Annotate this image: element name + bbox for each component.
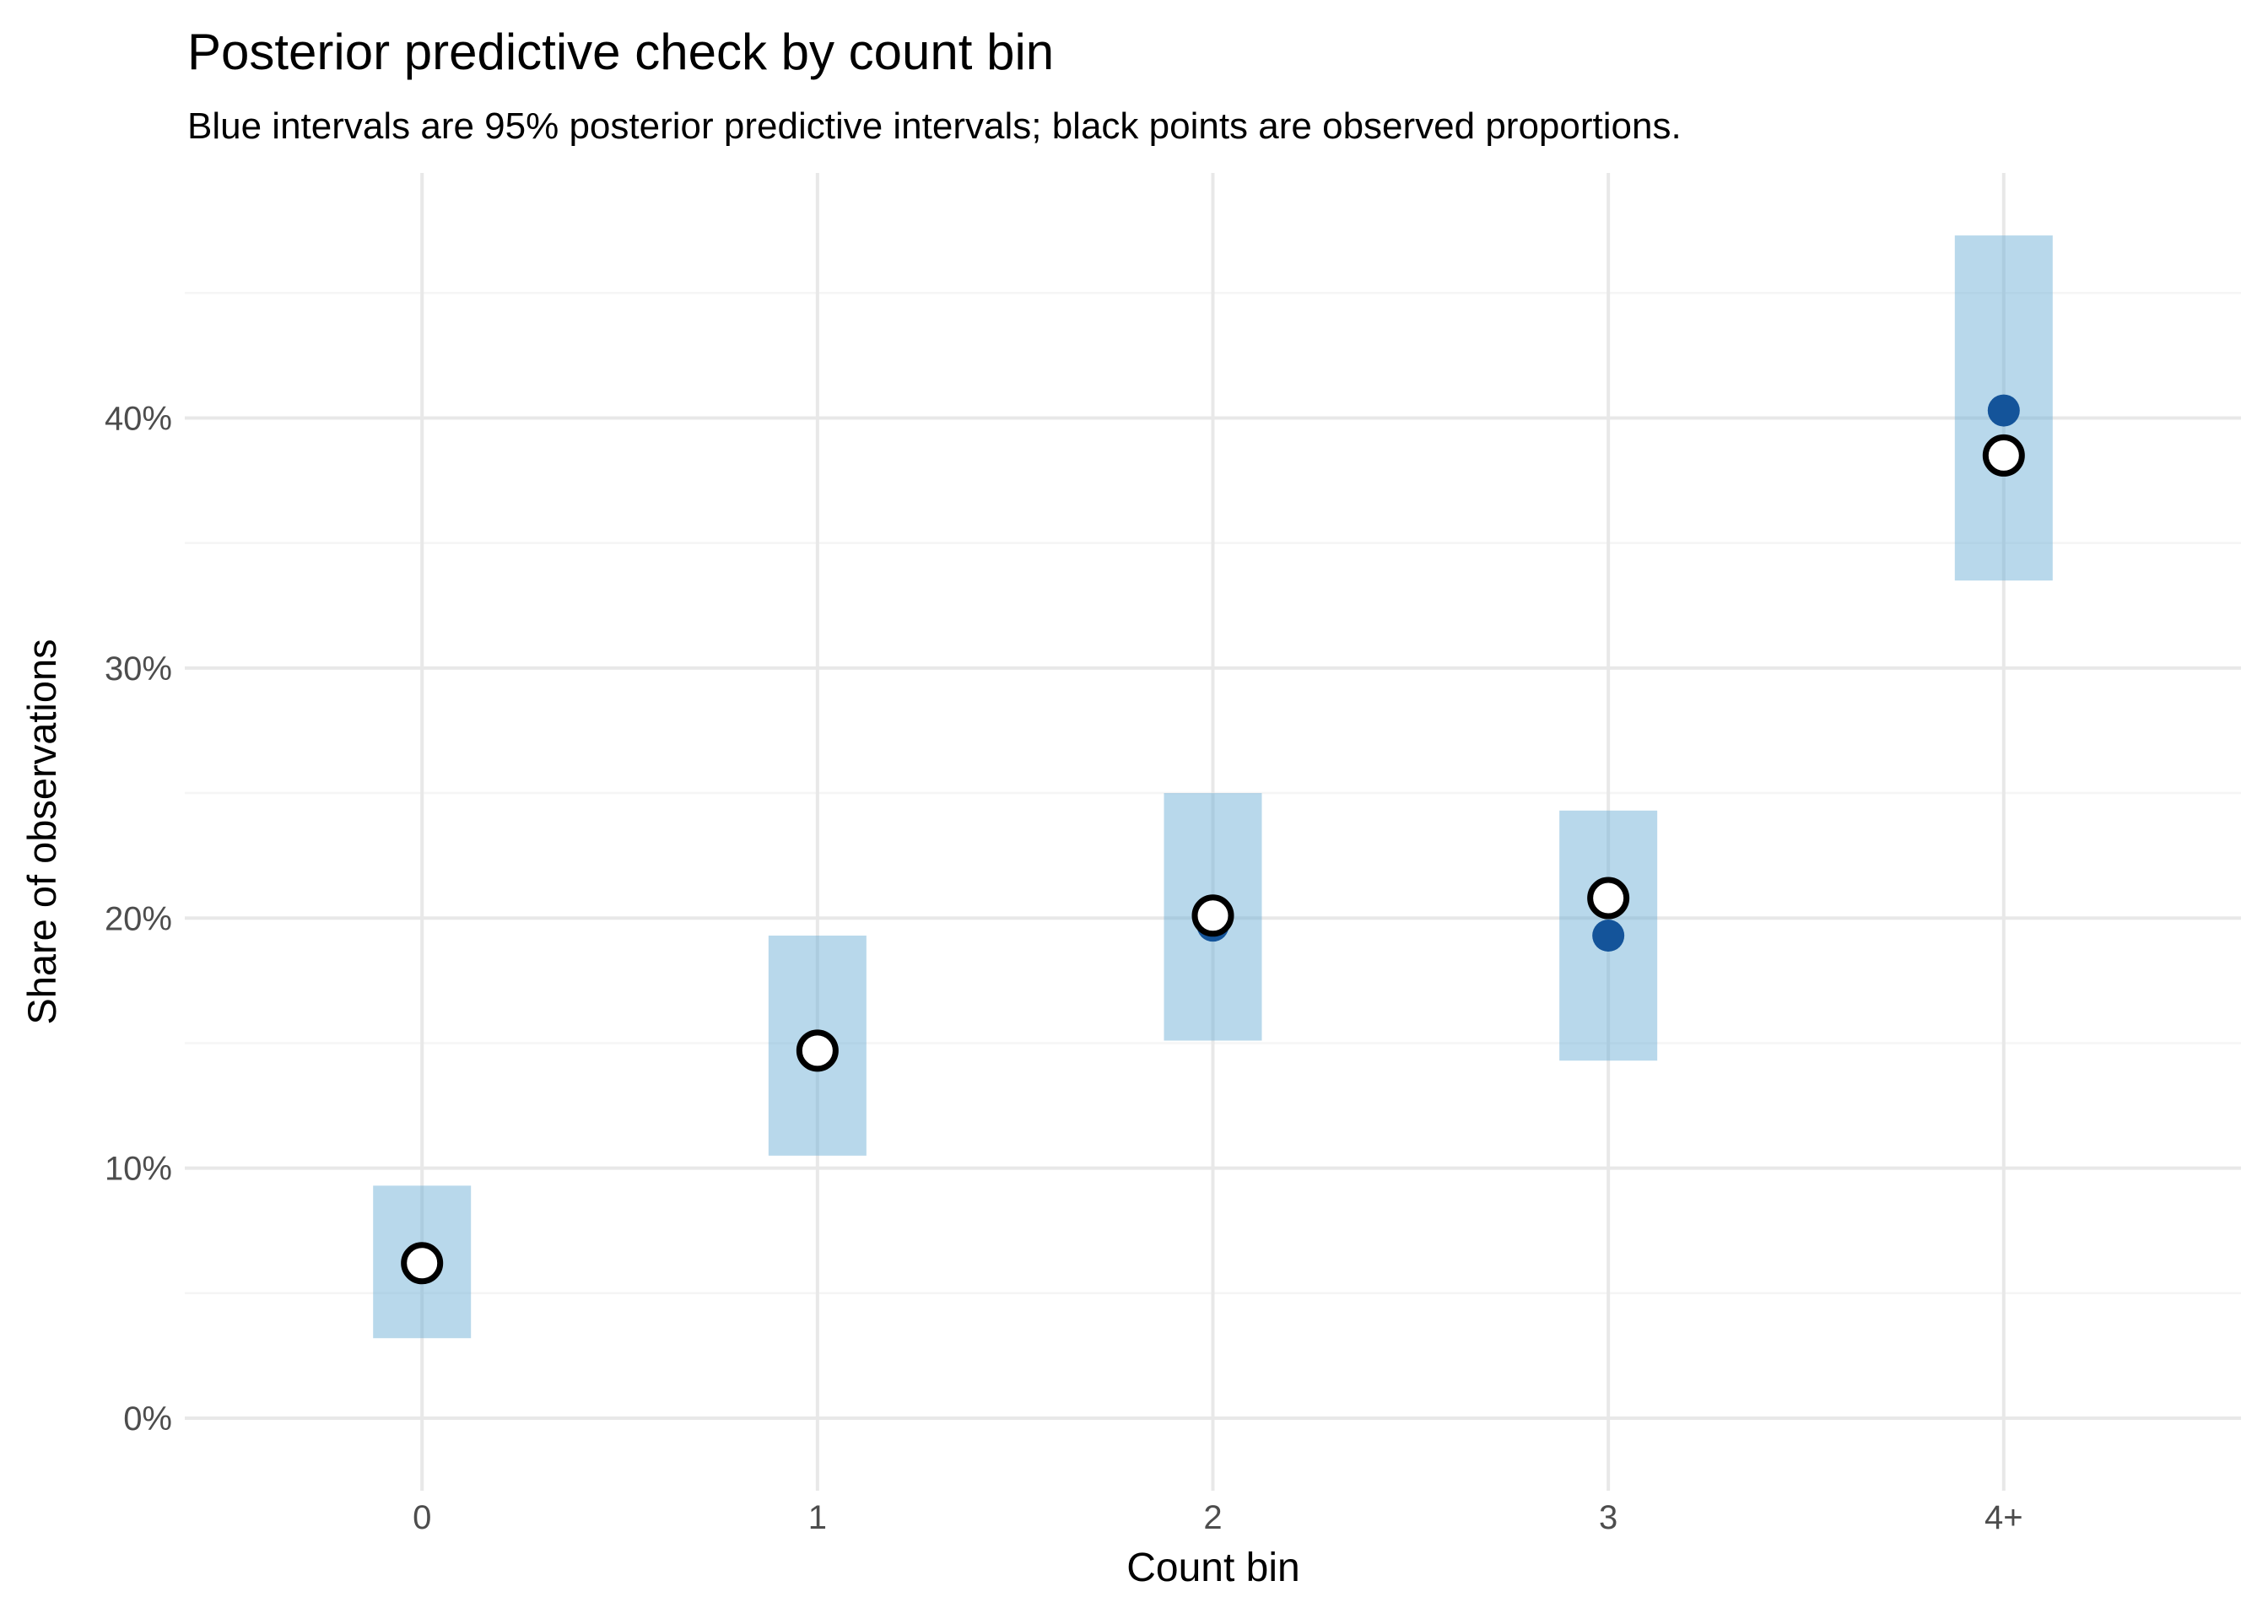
axis-tick-labels: 0% 10% 20% 30% 40% 0 1 2 3 4+ (105, 400, 2023, 1536)
y-tick-label: 30% (105, 650, 172, 688)
y-tick-label: 20% (105, 900, 172, 937)
observed-points (401, 434, 2025, 1285)
x-axis-title: Count bin (1126, 1546, 1299, 1590)
y-tick-label: 40% (105, 400, 172, 437)
chart-title: Posterior predictive check by count bin (187, 24, 1054, 80)
x-tick-label: 0 (413, 1499, 431, 1536)
x-tick-label: 1 (808, 1499, 827, 1536)
x-tick-label: 2 (1203, 1499, 1222, 1536)
x-tick-label: 3 (1599, 1499, 1617, 1536)
observed-point (401, 1242, 444, 1285)
gridlines-major (185, 173, 2241, 1491)
predicted-point (1592, 920, 1625, 952)
interval-rects (373, 235, 2053, 1339)
observed-point (1982, 434, 2025, 477)
observed-point (1587, 877, 1630, 920)
predicted-point (1987, 394, 2020, 427)
y-tick-label: 0% (123, 1400, 172, 1438)
y-axis-title: Share of observations (19, 639, 64, 1024)
observed-point (1191, 894, 1234, 937)
x-tick-label: 4+ (1984, 1499, 2023, 1536)
chart-subtitle: Blue intervals are 95% posterior predict… (187, 105, 1682, 147)
observed-point (796, 1029, 839, 1072)
y-tick-label: 10% (105, 1151, 172, 1188)
